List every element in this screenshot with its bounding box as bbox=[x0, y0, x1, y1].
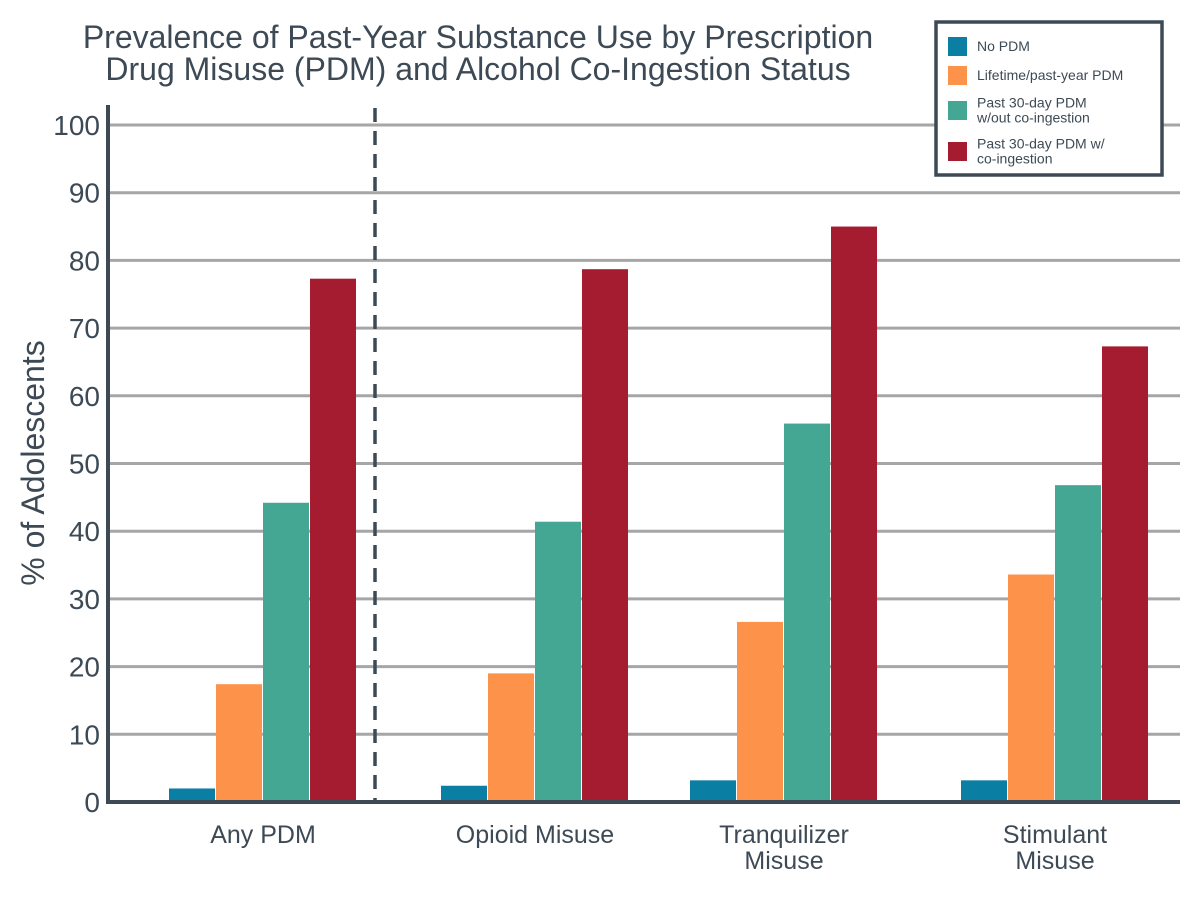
x-category-label: Misuse bbox=[744, 847, 823, 875]
x-category-label: Tranquilizer bbox=[719, 821, 849, 849]
bar-1-3 bbox=[582, 269, 628, 802]
bar-3-0 bbox=[961, 780, 1007, 802]
y-tick-label: 0 bbox=[84, 787, 100, 818]
bar-2-3 bbox=[831, 226, 877, 803]
chart-title-line: Drug Misuse (PDM) and Alcohol Co-Ingesti… bbox=[105, 51, 850, 87]
y-tick-label: 10 bbox=[69, 719, 100, 750]
x-category-label: Stimulant bbox=[1003, 821, 1107, 849]
y-tick-label: 50 bbox=[69, 449, 100, 480]
y-tick-label: 100 bbox=[53, 110, 100, 141]
bar-0-3 bbox=[310, 278, 356, 803]
y-tick-label: 70 bbox=[69, 313, 100, 344]
legend-label: Past 30-day PDM bbox=[977, 95, 1087, 111]
legend-label: w/out co-ingestion bbox=[976, 110, 1090, 126]
x-category-label: Any PDM bbox=[210, 821, 316, 849]
y-tick-label: 60 bbox=[69, 381, 100, 412]
y-tick-label: 40 bbox=[69, 516, 100, 547]
legend-label: Lifetime/past-year PDM bbox=[977, 67, 1123, 83]
bar-2-0 bbox=[690, 780, 736, 802]
bar-1-0 bbox=[441, 785, 487, 802]
y-tick-label: 80 bbox=[69, 245, 100, 276]
legend-label: Past 30-day PDM w/ bbox=[977, 136, 1105, 152]
chart-title-line: Prevalence of Past-Year Substance Use by… bbox=[83, 19, 873, 55]
legend-box bbox=[934, 20, 1164, 177]
y-tick-label: 20 bbox=[69, 652, 100, 683]
legend-swatch bbox=[948, 66, 967, 85]
y-tick-label: 90 bbox=[69, 178, 100, 209]
y-tick-label: 30 bbox=[69, 584, 100, 615]
bar-3-1 bbox=[1008, 574, 1054, 802]
x-category-label: Opioid Misuse bbox=[456, 821, 614, 849]
legend-swatch bbox=[948, 142, 967, 161]
legend-swatch bbox=[948, 101, 967, 120]
bar-0-0 bbox=[169, 788, 215, 802]
bar-0-2 bbox=[263, 502, 309, 802]
bar-0-1 bbox=[216, 684, 262, 802]
bar-2-1 bbox=[737, 621, 783, 802]
legend-label: No PDM bbox=[977, 38, 1030, 54]
legend-label: co-ingestion bbox=[977, 151, 1053, 167]
bar-3-3 bbox=[1102, 346, 1148, 802]
bar-1-1 bbox=[488, 673, 534, 802]
y-axis-title: % of Adolescents bbox=[15, 340, 51, 585]
bar-3-2 bbox=[1055, 485, 1101, 802]
bar-2-2 bbox=[784, 423, 830, 802]
legend-swatch bbox=[948, 37, 967, 56]
bar-1-2 bbox=[535, 521, 581, 802]
x-category-label: Misuse bbox=[1015, 847, 1094, 875]
